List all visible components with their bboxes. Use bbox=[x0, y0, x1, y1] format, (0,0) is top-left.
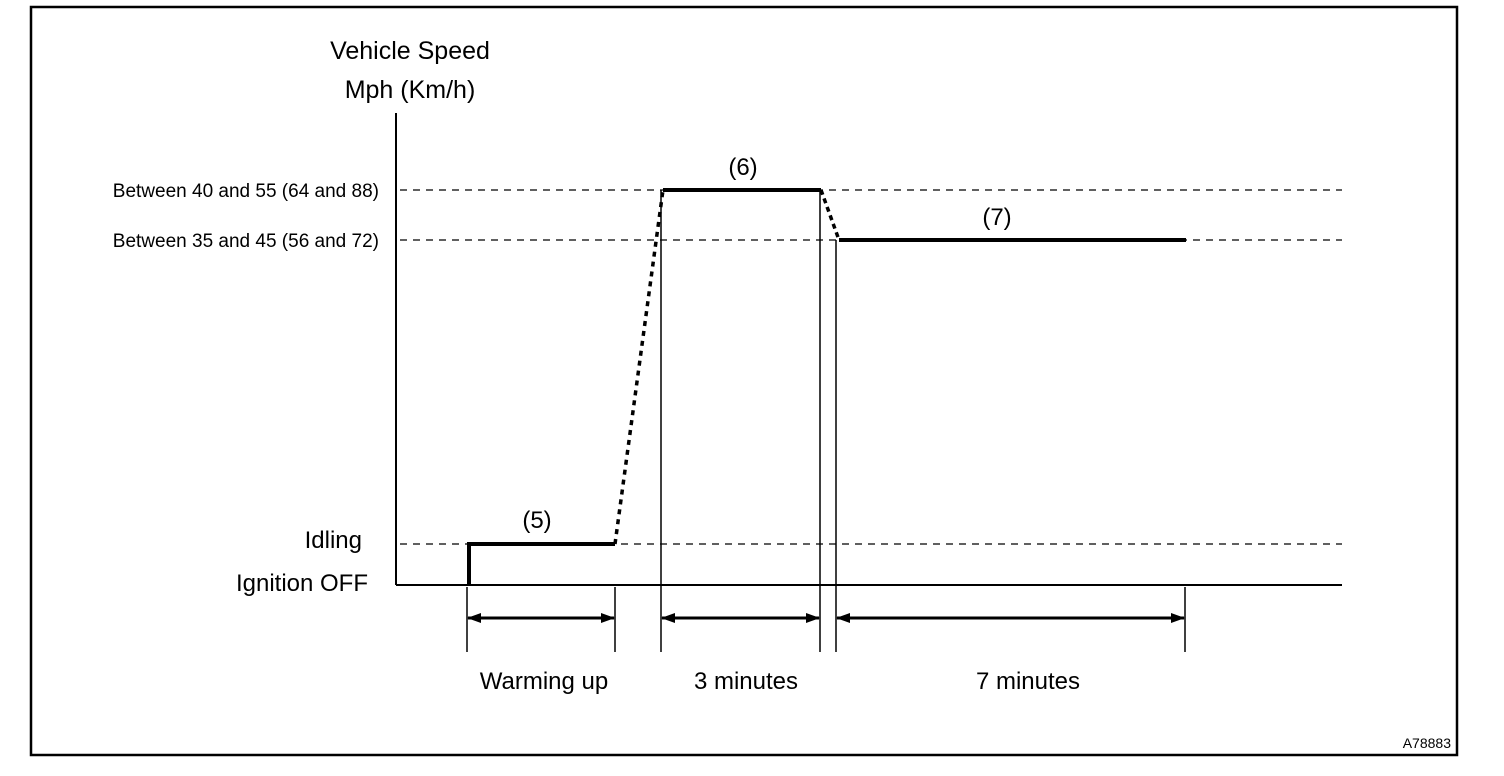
diagram-frame bbox=[29, 5, 1459, 757]
duration-label-3min: 3 minutes bbox=[694, 668, 798, 695]
duration-label-warmup: Warming up bbox=[480, 668, 608, 695]
step-label-6: (6) bbox=[728, 154, 757, 181]
level-label-high: Between 40 and 55 (64 and 88) bbox=[113, 181, 379, 202]
y-axis-title-line-1: Vehicle Speed bbox=[330, 37, 490, 65]
level-label-mid: Between 35 and 45 (56 and 72) bbox=[113, 231, 379, 252]
y-axis-title-line-2: Mph (Km/h) bbox=[345, 76, 476, 104]
level-label-idle: Idling bbox=[305, 527, 362, 554]
speed-profile-step-5 bbox=[467, 542, 615, 585]
step-label-5: (5) bbox=[522, 507, 551, 534]
deceleration-ramp bbox=[819, 189, 841, 241]
figure-code: A78883 bbox=[1403, 735, 1451, 751]
step-label-7: (7) bbox=[982, 204, 1011, 231]
duration-label-7min: 7 minutes bbox=[976, 668, 1080, 695]
acceleration-ramp bbox=[613, 189, 665, 545]
level-label-off: Ignition OFF bbox=[236, 570, 368, 597]
